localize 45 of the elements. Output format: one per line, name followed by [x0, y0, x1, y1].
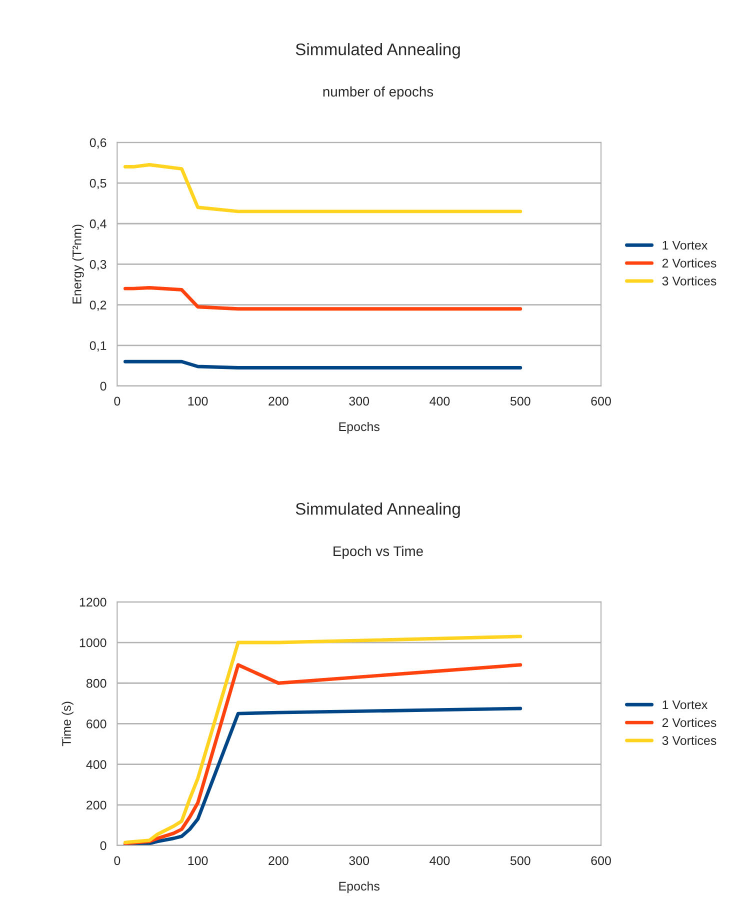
x-tick-label: 400 — [430, 856, 450, 866]
y-tick-label: 0,4 — [90, 219, 106, 230]
x-tick-label: 300 — [349, 856, 370, 866]
y-axis-title: Energy (T²nm) — [72, 224, 84, 304]
y-tick-label: 200 — [86, 800, 106, 810]
chart-subtitle: Epoch vs Time — [334, 546, 423, 559]
y-tick-label: 1000 — [80, 638, 106, 648]
x-tick-label: 600 — [591, 856, 611, 866]
x-axis-title: Epochs — [339, 881, 380, 894]
x-tick-label: 500 — [510, 856, 530, 866]
y-tick-label: 0,2 — [90, 300, 106, 311]
x-tick-label: 200 — [268, 396, 288, 406]
chart-title: Simmulated Annealing — [296, 43, 460, 59]
chart-title: Simmulated Annealing — [296, 502, 460, 518]
y-tick-label: 600 — [86, 720, 106, 728]
chart-subtitle: number of epochs — [323, 86, 434, 100]
y-tick-label: 0,1 — [90, 341, 106, 352]
x-tick-label: 600 — [591, 396, 611, 406]
x-tick-label: 500 — [510, 396, 530, 406]
line-series — [124, 163, 522, 214]
y-tick-label: 400 — [86, 760, 106, 769]
y-tick-label: 0 — [100, 841, 106, 850]
y-tick-label: 0 — [100, 382, 106, 391]
line-series — [124, 706, 522, 846]
legend-label: 2 Vortices — [662, 718, 716, 728]
x-tick-label: 0 — [114, 856, 120, 866]
y-tick-label: 0,6 — [90, 138, 106, 149]
legend-label: 1 Vortex — [662, 700, 708, 710]
y-tick-label: 0,5 — [90, 178, 106, 190]
x-tick-label: 100 — [188, 856, 208, 866]
legend-label: 3 Vortices — [662, 736, 716, 745]
y-tick-label: 1200 — [80, 598, 106, 607]
legend-label: 1 Vortex — [662, 240, 708, 250]
x-tick-label: 400 — [430, 396, 450, 406]
y-axis-title: Time (s) — [62, 702, 74, 746]
x-tick-label: 0 — [114, 396, 120, 406]
x-tick-label: 300 — [349, 396, 370, 406]
x-axis-title: Epochs — [339, 422, 380, 434]
x-tick-label: 200 — [268, 856, 288, 866]
line-series — [124, 286, 522, 311]
x-tick-label: 100 — [188, 396, 208, 406]
legend-label: 2 Vortices — [662, 258, 716, 268]
y-tick-label: 800 — [86, 678, 106, 688]
legend-label: 3 Vortices — [662, 276, 716, 286]
y-tick-label: 0,3 — [90, 260, 106, 270]
